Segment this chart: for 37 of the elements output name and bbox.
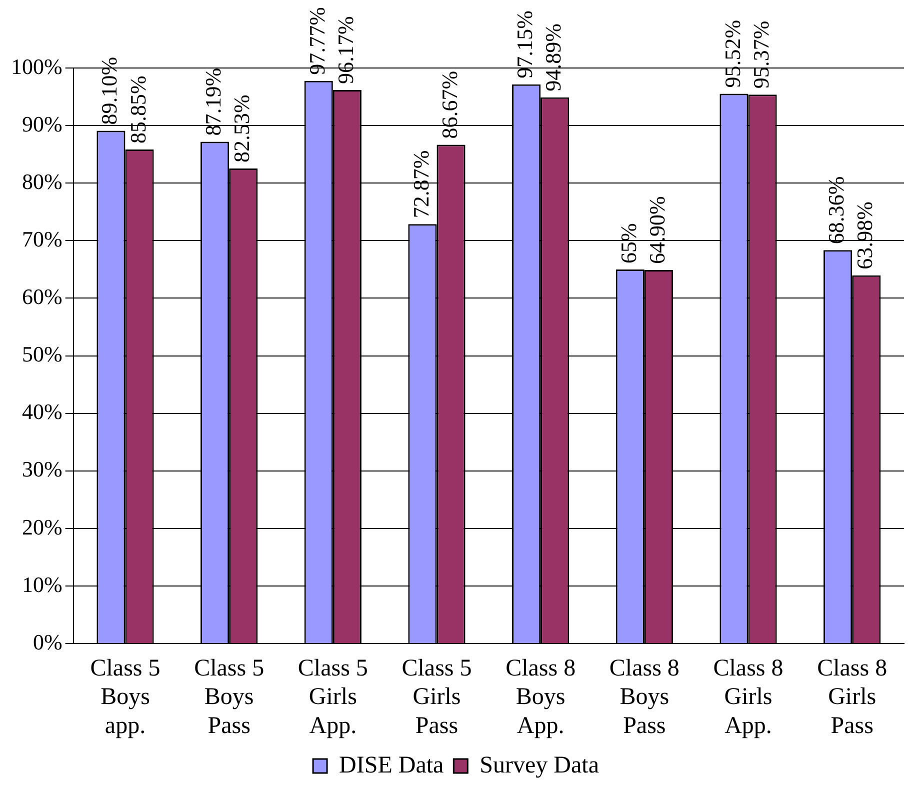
data-label: 65% bbox=[616, 223, 641, 264]
y-tick-label: 60% bbox=[22, 284, 62, 310]
data-label: 64.90% bbox=[644, 196, 670, 264]
y-tick-label: 100% bbox=[11, 54, 62, 79]
y-tick-label: 40% bbox=[22, 399, 62, 424]
legend-label: DISE Data bbox=[339, 752, 444, 778]
x-tick-label: Class 8 Boys App. bbox=[506, 655, 576, 739]
y-tick-label: 80% bbox=[22, 168, 62, 194]
y-tick-label: 30% bbox=[22, 456, 62, 482]
data-label: 86.67% bbox=[436, 70, 462, 139]
data-label: 97.15% bbox=[512, 10, 538, 78]
y-tick-label: 20% bbox=[22, 514, 62, 540]
x-tick-label: Class 5 Boys app. bbox=[90, 655, 160, 739]
x-tick-label: Class 8 Girls Pass bbox=[817, 655, 888, 739]
data-label: 97.77% bbox=[304, 7, 330, 75]
y-tick-label: 70% bbox=[22, 226, 62, 252]
data-label: 63.98% bbox=[852, 202, 878, 270]
data-label: 89.10% bbox=[96, 56, 122, 125]
y-tick-label: 90% bbox=[22, 111, 62, 136]
data-label: 72.87% bbox=[408, 150, 434, 218]
y-tick-label: 0% bbox=[33, 629, 62, 654]
x-tick-label: Class 5 Girls Pass bbox=[402, 655, 472, 739]
data-label: 68.36% bbox=[824, 176, 849, 244]
y-tick-label: 10% bbox=[22, 572, 62, 597]
data-label: 82.53% bbox=[229, 94, 254, 163]
data-label: 87.19% bbox=[200, 68, 226, 136]
data-label: 85.85% bbox=[125, 76, 150, 144]
data-label: 95.52% bbox=[720, 20, 745, 88]
x-tick-label: Class 5 Girls App. bbox=[298, 655, 368, 739]
x-tick-label: Class 5 Boys Pass bbox=[194, 655, 264, 739]
data-label: 94.89% bbox=[540, 24, 566, 92]
y-tick-label: 50% bbox=[22, 342, 62, 367]
data-label: 96.17% bbox=[332, 16, 358, 84]
x-tick-label: Class 8 Boys Pass bbox=[609, 655, 680, 739]
legend-label: Survey Data bbox=[480, 752, 600, 778]
data-label: 95.37% bbox=[748, 20, 774, 89]
x-tick-label: Class 8 Girls App. bbox=[713, 655, 784, 739]
